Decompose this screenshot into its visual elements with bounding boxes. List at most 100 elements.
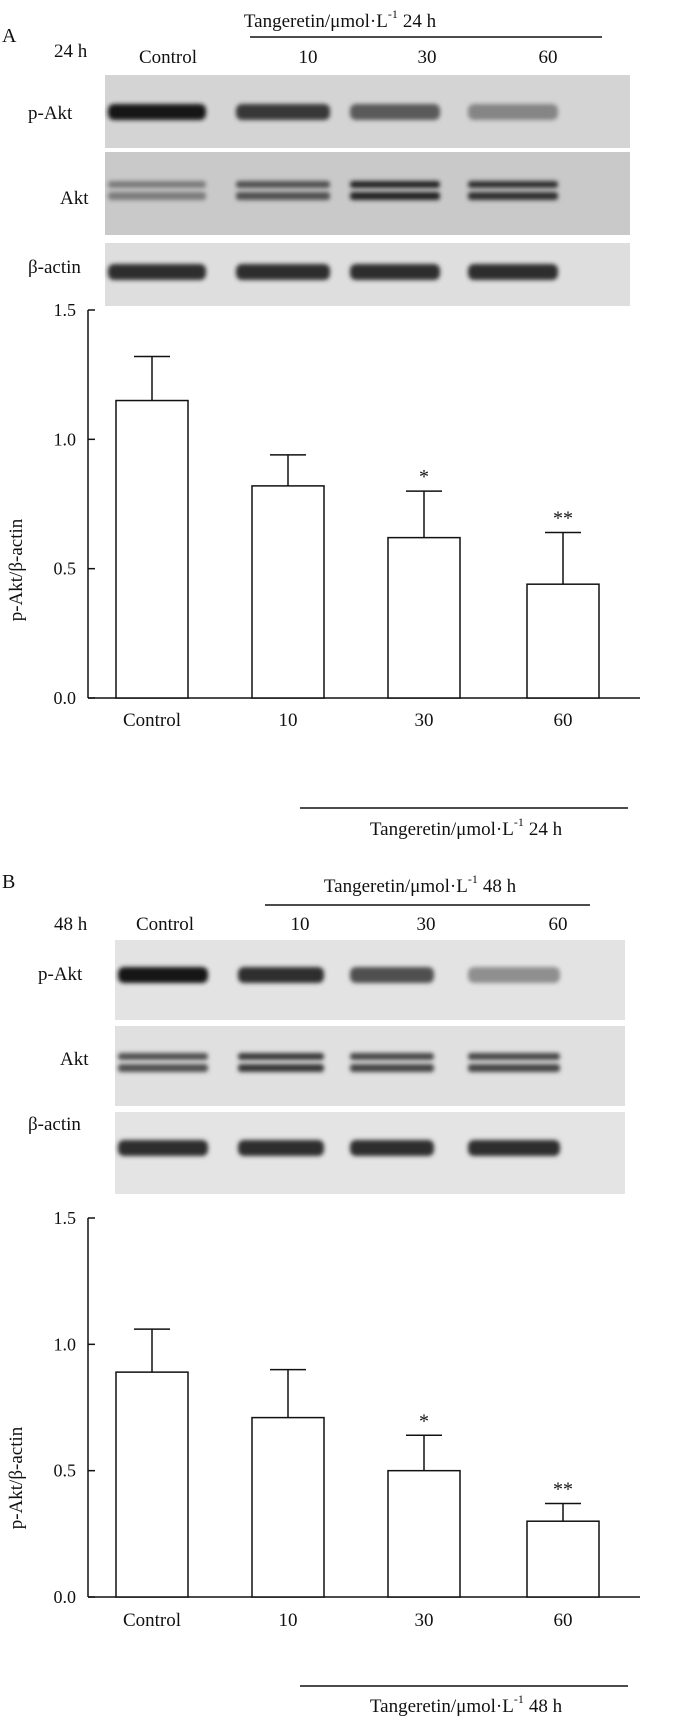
panel-b-x-group-label: Tangeretin/μmol·L-1 48 h — [370, 1692, 563, 1717]
panel-a-treatment-header-exp: -1 — [388, 7, 398, 21]
panel-a-x-tick-label: 30 — [415, 710, 434, 731]
panel-b-x-tick-labels: Control 10 30 60 — [123, 1610, 573, 1631]
panel-a-x-tick-label: 10 — [279, 710, 298, 731]
panel-a-treatment-header-label: Tangeretin/μmol·L — [244, 11, 388, 32]
panel-b-lane-label: 10 — [291, 914, 310, 935]
panel-b-western-blot — [115, 940, 625, 1194]
panel-b-bar — [115, 1371, 189, 1598]
panel-a-x-group-label-time: 24 h — [529, 819, 563, 840]
panel-a-lane-labels: Control 10 30 60 — [139, 47, 558, 68]
panel-a-band-pakt — [108, 104, 206, 120]
panel-b-lane-label: Control — [136, 914, 194, 935]
panel-a-x-group-label-exp: -1 — [514, 815, 524, 829]
panel-b-band-akt — [350, 1064, 434, 1072]
panel-a-band-akt — [468, 192, 558, 200]
panel-b-x-group-label-text: Tangeretin/μmol·L — [370, 1696, 514, 1717]
panel-b-y-tick-label: 1.5 — [54, 1208, 77, 1228]
panel-a-band-akt — [108, 181, 206, 188]
panel-a-band-akt — [468, 181, 558, 188]
panel-a-bar — [526, 583, 600, 699]
panel-b-band-akt — [468, 1053, 560, 1060]
panel-a-y-tick-label: 0.0 — [54, 688, 77, 708]
panel-a-band-actin — [468, 264, 558, 280]
panel-b-x-tick-label: 10 — [279, 1610, 298, 1631]
panel-a-x-group-label-text: Tangeretin/μmol·L — [370, 819, 514, 840]
panel-a-band-pakt — [350, 104, 440, 120]
panel-a-y-tick-label: 1.0 — [54, 429, 77, 449]
panel-a-band-akt — [236, 181, 330, 188]
panel-b-band-actin — [238, 1140, 324, 1156]
panel-a-bar — [115, 399, 189, 699]
panel-b-treatment-header: Tangeretin/μmol·L-1 48 h — [324, 872, 517, 897]
panel-a-x-tick-label: 60 — [554, 710, 573, 731]
panel-b-band-pakt — [350, 967, 434, 983]
panel-a-time-label: 24 h — [54, 41, 88, 62]
panel-a: A 24 h Tangeretin/μmol·L-1 24 h Control 1… — [2, 7, 640, 840]
panel-b-band-akt — [468, 1064, 560, 1072]
panel-a-letter: A — [2, 25, 17, 47]
panel-a-western-blot — [105, 75, 630, 306]
panel-a-blot-label-actin: β-actin — [28, 257, 81, 278]
panel-b-band-akt — [238, 1053, 324, 1060]
panel-b-bar — [387, 1469, 461, 1598]
panel-a-lane-label: Control — [139, 47, 197, 68]
panel-b-blot-label-actin: β-actin — [28, 1114, 81, 1135]
panel-b-band-actin — [118, 1140, 208, 1156]
panel-a-x-tick-labels: Control 10 30 60 — [123, 710, 573, 731]
panel-b-letter: B — [2, 871, 15, 893]
panel-a-significance-mark: ** — [553, 507, 573, 529]
panel-a-lane-label: 10 — [299, 47, 318, 68]
panel-a-bar — [387, 536, 461, 699]
panel-b-treatment-header-exp: -1 — [468, 872, 478, 886]
panel-a-treatment-header: Tangeretin/μmol·L-1 24 h — [244, 7, 437, 32]
panel-a-bars: *** — [87, 310, 640, 699]
panel-a-blot-label-akt: Akt — [60, 188, 89, 209]
panel-a-lane-label: 30 — [418, 47, 437, 68]
panel-a-significance-mark: * — [419, 466, 429, 488]
panel-a-bar — [251, 485, 325, 699]
panel-b-blot-label-akt: Akt — [60, 1049, 89, 1070]
panel-b-band-actin — [468, 1140, 560, 1156]
panel-b-band-pakt — [468, 967, 560, 983]
panel-b-treatment-header-time: 48 h — [483, 876, 517, 897]
panel-a-x-group-label: Tangeretin/μmol·L-1 24 h — [370, 815, 563, 840]
panel-b-band-pakt — [118, 967, 208, 983]
panel-b-y-tick-label: 0.0 — [54, 1587, 77, 1607]
panel-a-y-tick-label: 1.5 — [54, 300, 77, 320]
panel-b-band-akt — [118, 1064, 208, 1072]
panel-b-bar — [526, 1520, 600, 1598]
panel-a-y-axis-label: p-Akt/β-actin — [6, 518, 27, 621]
panel-b-x-group-label-time: 48 h — [529, 1696, 563, 1717]
panel-b-x-tick-label: 60 — [554, 1610, 573, 1631]
panel-a-band-akt — [108, 192, 206, 200]
panel-b-bars: *** — [87, 1218, 640, 1598]
panel-b-y-tick-label: 1.0 — [54, 1334, 77, 1354]
panel-a-y-tick-label: 0.5 — [54, 559, 77, 579]
panel-a-band-akt — [350, 181, 440, 188]
panel-b-band-akt — [238, 1064, 324, 1072]
panel-b-band-pakt — [238, 967, 324, 983]
panel-a-y-tick-labels: 0.0 0.5 1.0 1.5 — [54, 300, 95, 708]
panel-b-y-tick-labels: 0.0 0.5 1.0 1.5 — [54, 1208, 95, 1607]
panel-a-x-tick-label: Control — [123, 710, 181, 731]
panel-b-band-actin — [350, 1140, 434, 1156]
panel-b-band-akt — [350, 1053, 434, 1060]
panel-b-blot-label-pakt: p-Akt — [38, 964, 83, 985]
panel-b-y-axis-label: p-Akt/β-actin — [6, 1426, 27, 1529]
panel-b-time-label: 48 h — [54, 914, 88, 935]
panel-a-bar-chart: p-Akt/β-actin 0.00.51.01.5 *** Control 10… — [6, 300, 640, 840]
panel-b-x-tick-label: Control — [123, 1610, 181, 1631]
panel-b-x-tick-label: 30 — [415, 1610, 434, 1631]
panel-b-treatment-header-label: Tangeretin/μmol·L — [324, 876, 468, 897]
panel-b-band-akt — [118, 1053, 208, 1060]
panel-b-bar-chart: p-Akt/β-actin 0.00.51.01.5 *** Control 10… — [6, 1208, 640, 1717]
panel-b-significance-mark: ** — [553, 1479, 573, 1501]
panel-a-treatment-header-time: 24 h — [403, 11, 437, 32]
panel-b-lane-label: 60 — [549, 914, 568, 935]
panel-b-significance-mark: * — [419, 1410, 429, 1432]
panel-b-bar — [251, 1416, 325, 1598]
panel-b-lane-label: 30 — [417, 914, 436, 935]
panel-b-x-group-label-exp: -1 — [514, 1692, 524, 1706]
panel-a-blot-label-pakt: p-Akt — [28, 103, 73, 124]
